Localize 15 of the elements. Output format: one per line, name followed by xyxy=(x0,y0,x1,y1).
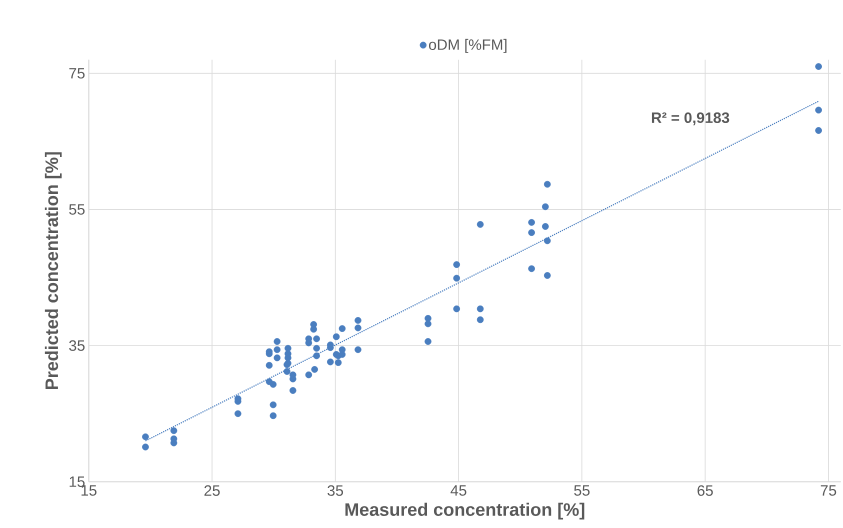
legend-label: oDM [%FM] xyxy=(429,38,506,53)
x-tick-label: 25 xyxy=(204,485,220,496)
x-tick-label: 75 xyxy=(820,485,836,496)
x-tick-label: 35 xyxy=(328,485,344,496)
y-tick-label: 75 xyxy=(69,68,85,79)
y-axis-title: Predicted concentration [%] xyxy=(44,152,62,390)
y-tick-label: 15 xyxy=(70,476,85,487)
x-tick-label: 15 xyxy=(82,485,96,496)
x-tick-label: 65 xyxy=(698,485,713,496)
x-axis-title: Measured concentration [%] xyxy=(345,502,584,520)
annotation: R² = 0,9183 xyxy=(652,112,730,126)
x-tick-label: 55 xyxy=(574,485,590,496)
x-tick-label: 45 xyxy=(450,485,466,496)
y-tick-label: 35 xyxy=(69,340,85,351)
y-tick-label: 55 xyxy=(69,204,85,215)
